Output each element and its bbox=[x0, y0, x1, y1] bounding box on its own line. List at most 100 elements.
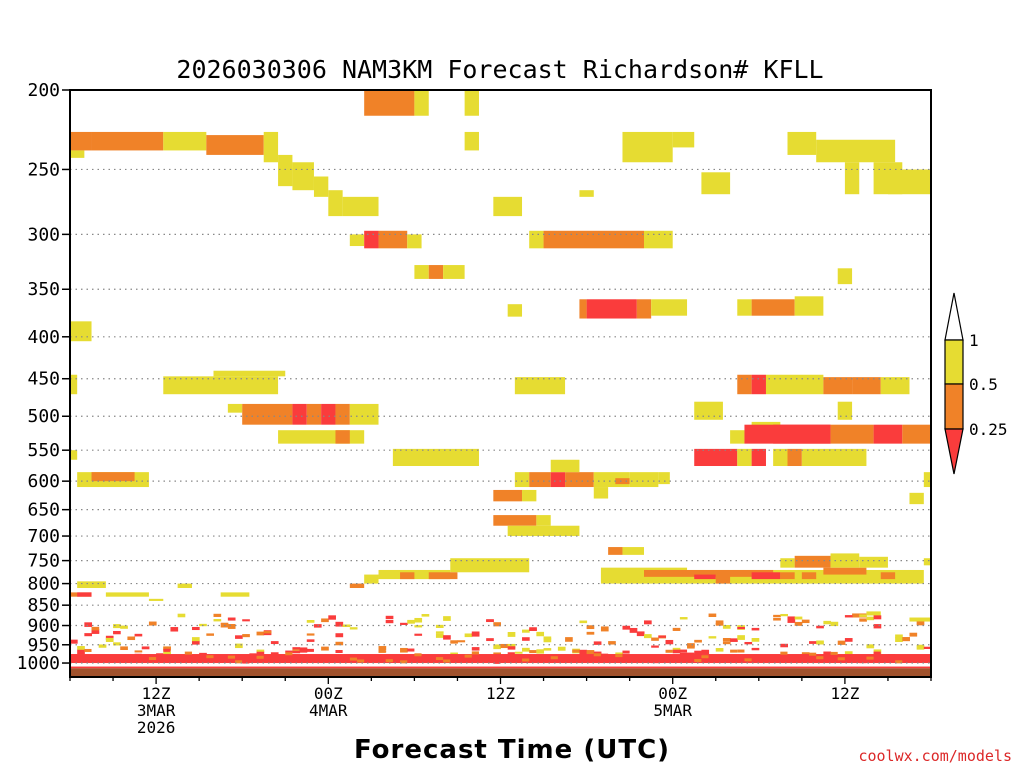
ri-cell bbox=[787, 448, 802, 467]
ri-speckle bbox=[471, 631, 480, 636]
ri-cell bbox=[313, 176, 329, 197]
ri-cell bbox=[780, 572, 795, 580]
ri-cell bbox=[794, 555, 831, 568]
ri-speckle bbox=[622, 625, 631, 630]
ri-speckle bbox=[84, 633, 93, 637]
ri-speckle bbox=[608, 641, 616, 645]
ri-speckle bbox=[443, 659, 451, 663]
ri-speckle bbox=[859, 618, 867, 622]
ri-speckle bbox=[916, 644, 925, 650]
ri-speckle bbox=[414, 633, 423, 636]
ri-speckle bbox=[600, 626, 609, 632]
ri-cell bbox=[493, 196, 523, 217]
y-tick-label: 900 bbox=[27, 616, 60, 637]
y-tick-label: 950 bbox=[27, 635, 60, 656]
ri-speckle bbox=[636, 631, 645, 637]
ri-cell bbox=[909, 617, 931, 622]
ri-speckle bbox=[299, 648, 307, 652]
ri-cell bbox=[923, 558, 931, 566]
ri-cell bbox=[177, 583, 192, 589]
ri-speckle bbox=[256, 651, 265, 656]
ri-cell bbox=[514, 377, 566, 395]
y-tick-label: 450 bbox=[27, 369, 60, 390]
ri-speckle bbox=[242, 634, 250, 638]
ri-cell bbox=[730, 430, 745, 444]
ri-speckle bbox=[708, 636, 717, 639]
ri-speckle bbox=[651, 637, 659, 641]
ri-speckle bbox=[306, 648, 314, 652]
ri-speckle bbox=[227, 655, 236, 659]
ri-cell bbox=[787, 131, 817, 155]
ri-speckle bbox=[242, 660, 250, 664]
ri-speckle bbox=[715, 648, 724, 652]
ri-speckle bbox=[837, 640, 846, 645]
ri-speckle bbox=[328, 615, 336, 620]
colorbar-legend: 1 0.5 0.25 bbox=[944, 292, 1008, 475]
ri-speckle bbox=[464, 633, 473, 638]
ri-cell bbox=[278, 154, 293, 187]
ri-speckle bbox=[113, 624, 121, 629]
ri-speckle bbox=[866, 644, 875, 649]
ri-cell bbox=[335, 430, 350, 444]
ri-speckle bbox=[859, 614, 867, 617]
ri-speckle bbox=[378, 649, 386, 653]
ri-speckle bbox=[285, 650, 293, 653]
ri-speckle bbox=[278, 656, 286, 660]
ri-speckle bbox=[773, 614, 781, 618]
ri-speckle bbox=[77, 654, 85, 658]
ri-speckle bbox=[665, 639, 674, 645]
ri-speckle bbox=[866, 616, 875, 621]
x-tick-label: 4MAR bbox=[309, 701, 348, 720]
ri-cell bbox=[737, 448, 752, 467]
ri-speckle bbox=[385, 619, 394, 624]
ri-speckle bbox=[816, 640, 824, 645]
ri-speckle bbox=[292, 660, 300, 664]
ri-speckle bbox=[177, 613, 186, 618]
ri-speckle bbox=[672, 649, 681, 654]
colorbar-swatch-orange bbox=[944, 383, 964, 430]
ri-speckle bbox=[306, 633, 315, 636]
ri-speckle bbox=[385, 615, 394, 620]
credit-link[interactable]: coolwx.com/models bbox=[858, 747, 1012, 765]
ri-speckle bbox=[357, 659, 365, 663]
ri-speckle bbox=[543, 636, 552, 640]
ri-speckle bbox=[421, 656, 429, 660]
ri-speckle bbox=[148, 621, 157, 626]
ri-cell bbox=[550, 459, 580, 473]
y-tick-label: 1000 bbox=[17, 653, 60, 674]
ri-cell bbox=[751, 299, 795, 316]
ri-cell bbox=[148, 598, 164, 601]
ri-cell bbox=[701, 172, 731, 195]
ri-speckle bbox=[873, 624, 882, 629]
ri-cell bbox=[751, 448, 766, 467]
colorbar-arrow-top bbox=[944, 292, 964, 341]
ri-cell bbox=[522, 489, 537, 502]
ri-cell bbox=[306, 403, 322, 425]
x-tick-label: 00Z bbox=[314, 684, 343, 703]
ri-speckle bbox=[443, 616, 451, 621]
y-tick-label: 300 bbox=[27, 224, 60, 245]
ri-speckle bbox=[84, 648, 92, 652]
ri-cell bbox=[77, 581, 106, 589]
x-tick-label: 12Z bbox=[830, 684, 859, 703]
y-tick-label: 500 bbox=[27, 406, 60, 427]
ri-cell bbox=[887, 169, 931, 195]
ri-speckle bbox=[400, 660, 408, 664]
ri-speckle bbox=[730, 649, 738, 653]
ri-cell bbox=[378, 230, 408, 249]
ri-cell bbox=[615, 478, 630, 485]
colorbar-swatch-yellow bbox=[944, 339, 964, 385]
ri-speckle bbox=[507, 652, 515, 656]
y-tick-label: 350 bbox=[27, 279, 60, 300]
ri-speckle bbox=[400, 622, 408, 625]
ri-speckle bbox=[787, 618, 796, 623]
ri-speckle bbox=[923, 646, 932, 650]
ri-speckle bbox=[134, 633, 143, 637]
ri-speckle bbox=[134, 653, 142, 657]
ri-speckle bbox=[235, 660, 243, 664]
ri-speckle bbox=[600, 653, 609, 657]
ri-speckle bbox=[421, 614, 430, 617]
ri-speckle bbox=[285, 652, 293, 656]
ri-cell bbox=[213, 370, 286, 377]
